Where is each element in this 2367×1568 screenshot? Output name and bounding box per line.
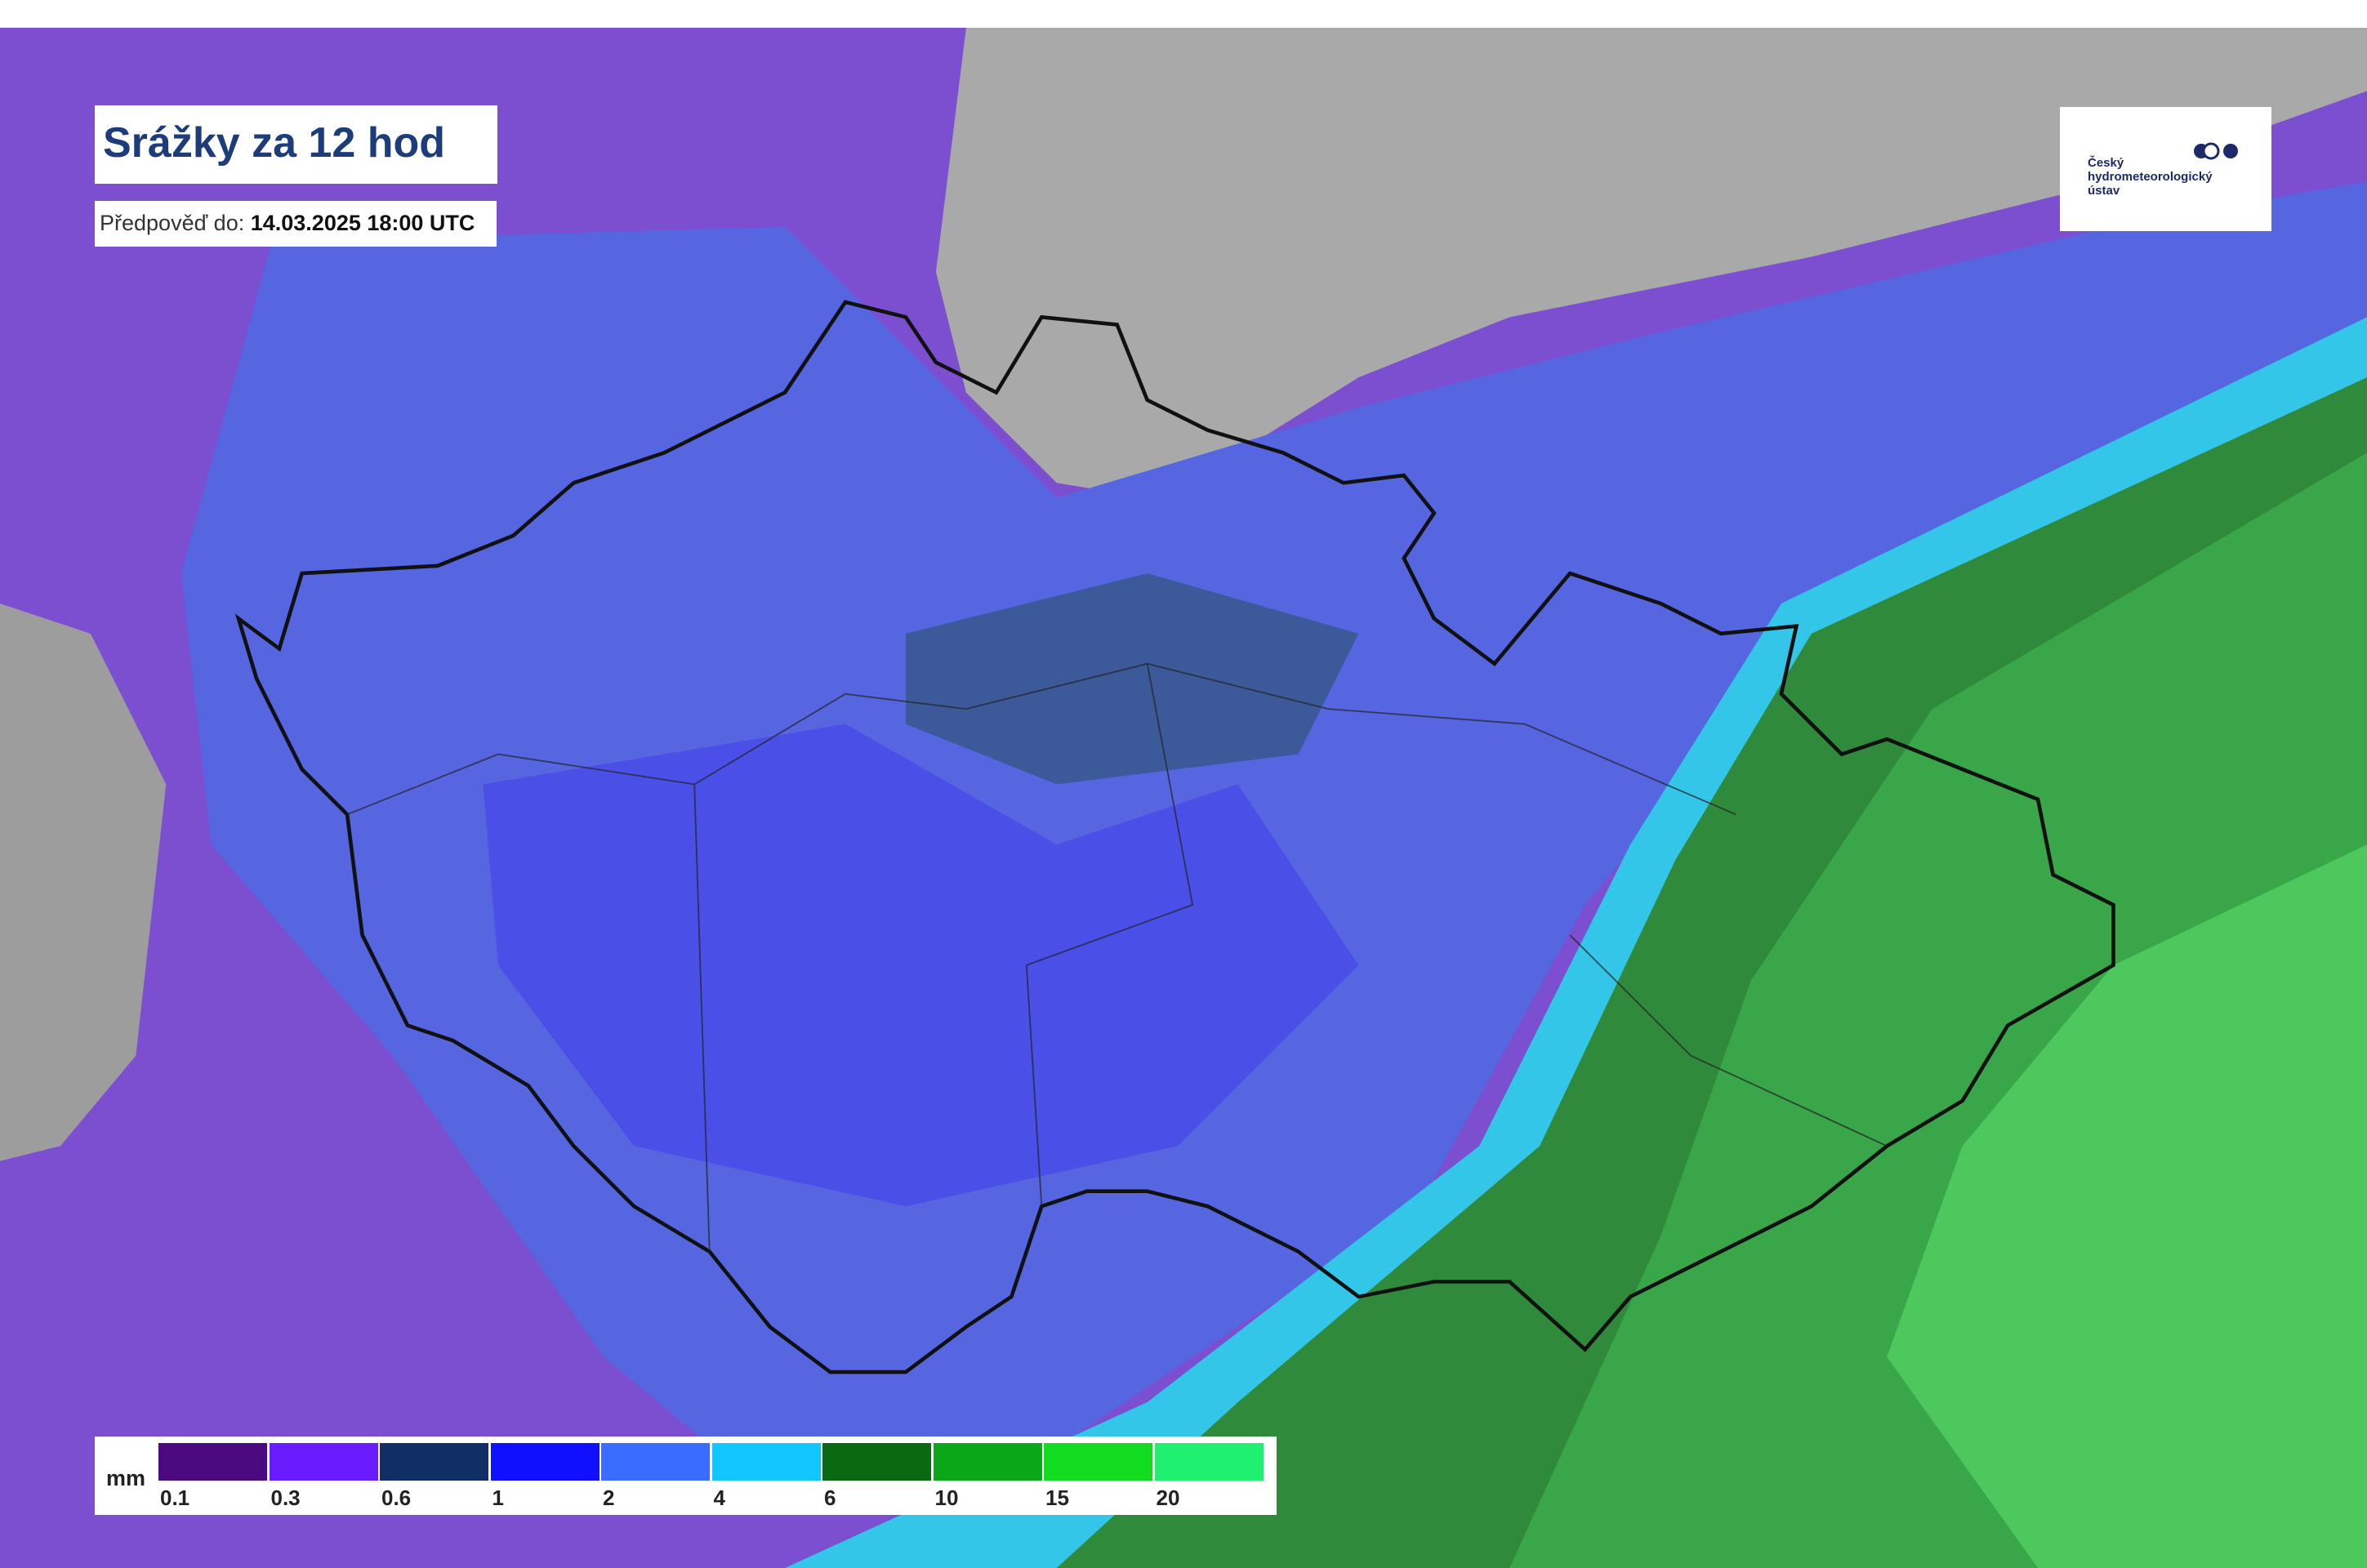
legend-label: 2 — [603, 1486, 615, 1510]
title: Srážky za 12 hod — [103, 119, 446, 167]
legend-swatch — [1044, 1443, 1152, 1481]
precipitation-map — [0, 28, 2367, 1568]
legend-label: 15 — [1045, 1486, 1069, 1510]
legend: mm 0.1 0.3 0.6 1 2 4 6 10 15 20 — [95, 1437, 1277, 1515]
legend-swatch — [601, 1443, 710, 1481]
precip-06mm — [905, 573, 1359, 785]
precip-15mm — [1887, 844, 2367, 1568]
title-box: Srážky za 12 hod — [95, 105, 497, 184]
precip-1mm — [483, 724, 1359, 1207]
country-border — [234, 300, 2115, 1374]
legend-label: 4 — [713, 1486, 725, 1510]
legend-swatch — [933, 1443, 1042, 1481]
legend-swatch — [822, 1443, 931, 1481]
legend-label: 20 — [1156, 1486, 1180, 1510]
legend-label: 0.6 — [381, 1486, 412, 1510]
logo-mark — [2194, 142, 2238, 160]
legend-swatch — [1154, 1443, 1264, 1481]
legend-swatch — [490, 1443, 600, 1481]
logo-line: Český — [2088, 156, 2124, 170]
legend-swatch — [711, 1443, 821, 1481]
region-borders — [346, 662, 1888, 1252]
forecast-label: Předpověď do: — [100, 211, 245, 235]
legend-label: 0.3 — [270, 1486, 301, 1510]
logo-line: ústav — [2088, 184, 2120, 198]
legend-swatch — [269, 1443, 378, 1481]
legend-label: 6 — [824, 1486, 836, 1510]
forecast-box: Předpověď do: 14.03.2025 18:00 UTC — [95, 201, 497, 247]
legend-swatch — [380, 1443, 488, 1481]
logo-line: hydrometeorologický — [2088, 170, 2213, 184]
legend-swatch — [158, 1443, 267, 1481]
legend-label: 0.1 — [160, 1486, 190, 1510]
dry-area — [0, 603, 167, 1161]
legend-label: 10 — [934, 1486, 959, 1510]
logo: Český hydrometeorologický ústav — [2060, 107, 2271, 231]
forecast-time: 14.03.2025 18:00 UTC — [250, 211, 475, 235]
dry-area — [935, 28, 2367, 498]
legend-label: 1 — [492, 1486, 504, 1510]
legend-unit: mm — [106, 1466, 146, 1490]
